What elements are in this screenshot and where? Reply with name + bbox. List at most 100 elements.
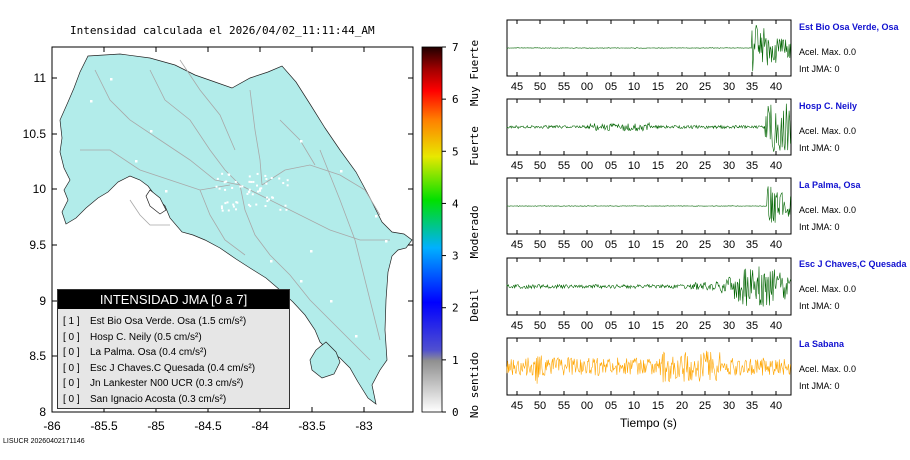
city-marker xyxy=(286,179,289,182)
scale-category-label: Fuerte xyxy=(468,126,481,166)
color-scale-ticks: 0 1 2 3 4 5 6 7 xyxy=(442,41,459,419)
waveform-tick-label: 55 xyxy=(558,239,570,251)
footer-id: LISUCR 20260402171146 xyxy=(3,438,85,445)
city-marker xyxy=(241,185,244,188)
color-scale-labels: No sentido Debil Moderado Fuerte Muy Fuerte xyxy=(468,40,481,418)
legend-item-label: Est Bio Osa Verde. Osa (1.5 cm/s²) xyxy=(90,316,247,327)
waveform-tick-label: 05 xyxy=(605,239,617,251)
waveform-tick-label: 45 xyxy=(511,160,523,172)
waveform-trace xyxy=(506,350,791,384)
waveform-tick-label: 30 xyxy=(723,239,735,251)
intensity-legend: INTENSIDAD JMA [0 a 7] [ 1 ] Est Bio Osa … xyxy=(57,289,290,409)
legend-item-label: Esc J Chaves.C Quesada (0.4 cm/s²) xyxy=(90,362,256,374)
map-xtick-label: -85 xyxy=(147,419,165,433)
city-marker xyxy=(251,193,254,196)
station-accel: Acel. Max. 0.0 xyxy=(799,47,857,57)
waveform-tick-label: 15 xyxy=(652,81,664,93)
waveform-tick-label: 25 xyxy=(699,400,711,412)
waveform-tick-label: 25 xyxy=(699,160,711,172)
waveform-tick-label: 30 xyxy=(723,320,735,332)
scale-tick-label: 1 xyxy=(452,354,459,367)
city-marker xyxy=(279,208,282,211)
city-marker xyxy=(260,187,263,190)
waveform-tick-label: 10 xyxy=(628,320,640,332)
city-marker xyxy=(247,190,250,193)
waveform-tick-label: 35 xyxy=(746,160,758,172)
map-xtick-label: -86 xyxy=(43,419,61,433)
city-marker xyxy=(248,188,251,191)
city-marker xyxy=(221,172,224,175)
waveform-tick-label: 00 xyxy=(581,160,593,172)
city-marker xyxy=(165,190,168,193)
map-axes: -86 -85.5 -85 -84.5 -84 -83.5 -83 11 10.5 10 9.5 9 8… xyxy=(23,47,413,433)
station-jma: Int JMA: 0 xyxy=(799,143,840,153)
waveform-tick-label: 20 xyxy=(676,320,688,332)
city-marker xyxy=(215,185,218,188)
city-marker xyxy=(236,201,239,204)
city-marker xyxy=(249,205,252,208)
scale-tick-label: 4 xyxy=(452,197,459,210)
waveform-tick-label: 30 xyxy=(723,400,735,412)
city-marker xyxy=(246,192,249,195)
map-ytick-label: 8.5 xyxy=(29,349,46,363)
city-marker xyxy=(248,175,251,178)
city-marker xyxy=(110,78,113,81)
gulf-of-nicoya xyxy=(145,189,167,215)
station-name: La Palma, Osa xyxy=(799,180,861,190)
city-marker xyxy=(252,180,255,183)
legend-item-intensity: [ 0 ] xyxy=(63,347,80,358)
map-ytick-label: 10 xyxy=(33,182,47,196)
city-marker xyxy=(300,280,303,283)
osa-peninsula xyxy=(309,341,341,379)
city-marker xyxy=(266,196,269,199)
waveform-tick-label: 00 xyxy=(581,320,593,332)
city-marker xyxy=(250,180,253,183)
legend-item-label: Hosp C. Neily (0.5 cm/s²) xyxy=(90,331,202,343)
city-markers xyxy=(90,78,388,338)
waveform-tick-label: 25 xyxy=(699,81,711,93)
city-marker xyxy=(271,196,274,199)
map-ytick-label: 11 xyxy=(34,71,47,85)
city-marker xyxy=(258,188,261,191)
waveform-tick-label: 10 xyxy=(628,400,640,412)
waveform-tick-label: 15 xyxy=(652,400,664,412)
map-title: Intensidad calculada el 2026/04/02_11:11… xyxy=(70,24,375,37)
city-marker xyxy=(256,172,259,175)
city-marker xyxy=(218,187,221,190)
city-marker xyxy=(270,260,273,263)
city-marker xyxy=(231,186,234,189)
city-marker xyxy=(234,180,237,183)
waveform-tick-label: 05 xyxy=(605,160,617,172)
legend-item-intensity: [ 1 ] xyxy=(63,316,80,327)
city-marker xyxy=(227,173,230,176)
waveform-tick-label: 05 xyxy=(605,81,617,93)
city-marker xyxy=(375,215,378,218)
city-marker xyxy=(255,203,258,206)
waveform-tick-label: 05 xyxy=(605,400,617,412)
city-marker xyxy=(310,250,313,253)
map-ytick-label: 10.5 xyxy=(23,127,47,141)
city-marker xyxy=(235,201,238,204)
city-marker xyxy=(225,180,228,183)
map-ytick-label: 9 xyxy=(39,294,46,308)
legend-item-label: Jn Lankester N00 UCR (0.3 cm/s²) xyxy=(90,378,244,389)
city-marker xyxy=(90,100,93,103)
scale-category-label: Muy Fuerte xyxy=(468,40,481,106)
waveform-tick-label: 55 xyxy=(558,81,570,93)
map-xtick-label: -84 xyxy=(251,419,269,433)
waveform-tick-label: 40 xyxy=(770,320,782,332)
waveform-tick-label: 25 xyxy=(699,239,711,251)
waveform-tick-label: 45 xyxy=(511,400,523,412)
waveform-tick-label: 45 xyxy=(511,81,523,93)
waveform-tick-label: 00 xyxy=(581,400,593,412)
city-marker xyxy=(285,208,288,211)
city-marker xyxy=(270,177,273,180)
scale-tick-label: 6 xyxy=(452,93,459,106)
scale-category-label: Moderado xyxy=(468,206,481,259)
legend-item-label: San Ignacio Acosta (0.3 cm/s²) xyxy=(90,393,227,405)
city-marker xyxy=(239,185,242,188)
map-ytick-label: 9.5 xyxy=(29,238,46,252)
waveform-tick-label: 15 xyxy=(652,160,664,172)
city-marker xyxy=(268,198,271,201)
legend-item-label: La Palma. Osa (0.4 cm/s²) xyxy=(90,347,207,358)
